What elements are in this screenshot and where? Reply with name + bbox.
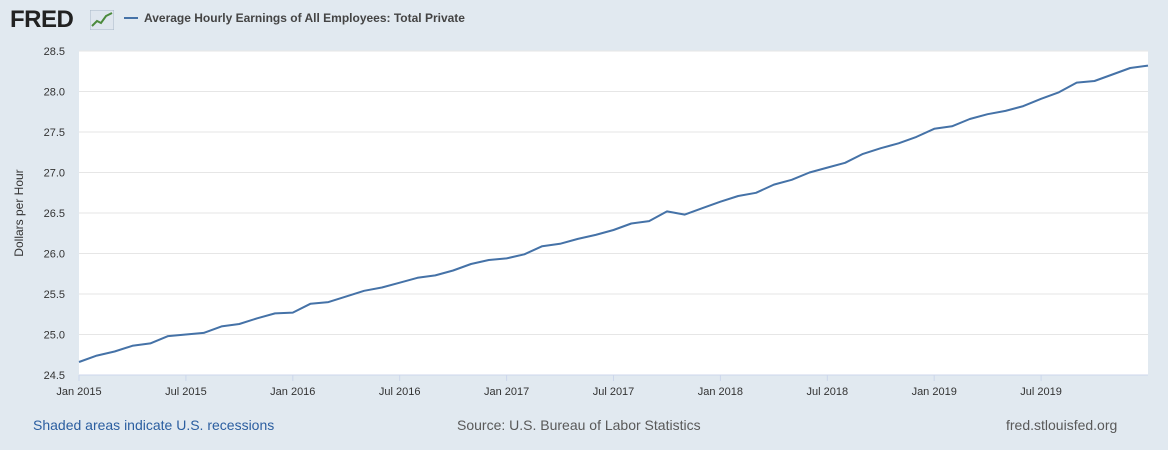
y-tick-label: 25.0 — [44, 330, 65, 342]
x-axis-ticks: Jan 2015 Jul 2015 Jan 2016 Jul 2016 Jan 2017… — [56, 374, 1148, 398]
source-note: Source: U.S. Bureau of Labor Statistics — [457, 417, 701, 433]
y-tick-label: 26.0 — [44, 249, 65, 261]
x-tick-label: Jul 2015 — [165, 386, 207, 398]
y-axis-ticks: 24.5 25.0 25.5 26.0 26.5 27.0 27.5 28.0 28.5 — [44, 46, 65, 382]
y-tick-label: 25.5 — [44, 289, 65, 301]
y-tick-label: 24.5 — [44, 370, 65, 382]
x-tick-label: Jul 2017 — [593, 386, 635, 398]
y-tick-label: 27.0 — [44, 168, 65, 180]
y-axis-label: Dollars per Hour — [12, 169, 26, 256]
series-line-average-hourly-earnings — [78, 64, 1149, 363]
x-tick-label: Jan 2018 — [698, 386, 743, 398]
x-tick-label: Jul 2019 — [1020, 386, 1062, 398]
y-tick-label: 27.5 — [44, 127, 65, 139]
fred-graph-icon — [90, 10, 114, 30]
fred-logo[interactable]: FRED — [10, 6, 74, 33]
legend-series-label: Average Hourly Earnings of All Employees… — [144, 11, 465, 25]
y-tick-label: 28.5 — [44, 46, 65, 58]
x-tick-label: Jan 2019 — [912, 386, 957, 398]
legend-line-swatch — [124, 17, 138, 19]
x-tick-label: Jan 2017 — [484, 386, 529, 398]
site-link[interactable]: fred.stlouisfed.org — [1006, 417, 1118, 433]
x-tick-label: Jul 2018 — [807, 386, 849, 398]
chart-legend: Average Hourly Earnings of All Employees… — [124, 11, 465, 25]
y-tick-label: 28.0 — [44, 87, 65, 99]
x-tick-label: Jan 2016 — [270, 386, 315, 398]
x-tick-label: Jul 2016 — [379, 386, 421, 398]
y-tick-label: 26.5 — [44, 208, 65, 220]
recession-note-link[interactable]: Shaded areas indicate U.S. recessions — [33, 417, 275, 433]
x-tick-label: Jan 2015 — [56, 386, 101, 398]
